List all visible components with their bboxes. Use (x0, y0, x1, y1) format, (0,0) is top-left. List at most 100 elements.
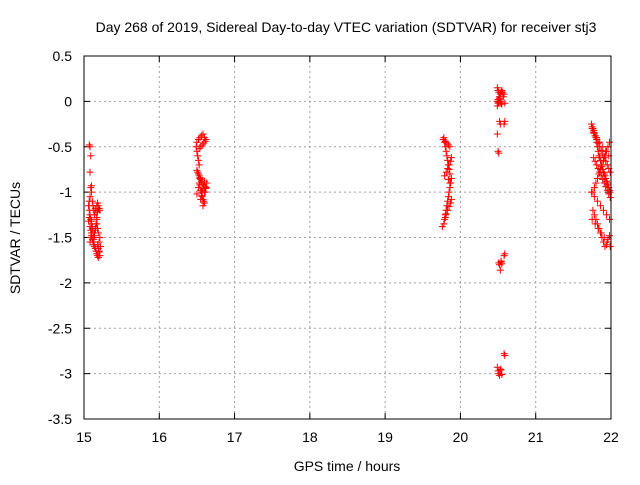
data-point (606, 168, 614, 176)
data-point (493, 130, 501, 138)
data-point (197, 195, 205, 203)
plot-frame (83, 55, 612, 420)
data-point (444, 197, 452, 205)
x-tick-label: 20 (453, 429, 469, 445)
data-point (446, 143, 454, 151)
y-tick-labels: 0.5 0 -0.5 -1 -1.5 -2 -2.5 -3 -3.5 (48, 48, 72, 427)
data-point (602, 211, 610, 219)
x-tick-label: 21 (528, 429, 544, 445)
data-point (86, 143, 94, 151)
data-point (606, 243, 614, 251)
data-point (500, 350, 508, 358)
data-point (445, 203, 453, 211)
data-point (599, 206, 607, 214)
data-point (96, 252, 104, 260)
data-point (603, 238, 611, 246)
data-point (447, 199, 455, 207)
data-point (201, 137, 209, 145)
data-point (603, 186, 611, 194)
x-tick-label: 18 (302, 429, 318, 445)
data-point (200, 197, 208, 205)
data-point (596, 165, 604, 173)
data-point (494, 147, 502, 155)
data-point (194, 170, 202, 178)
data-point (590, 184, 598, 192)
data-point (197, 143, 205, 151)
x-tick-label: 15 (76, 429, 92, 445)
data-point (194, 168, 202, 176)
y-tick-label: -3.5 (48, 411, 72, 427)
data-point (97, 243, 105, 251)
data-point (600, 234, 608, 241)
data-point (94, 253, 102, 261)
data-point (497, 366, 505, 374)
y-tick-label: -1 (60, 184, 73, 200)
data-point (195, 161, 203, 169)
data-point (596, 202, 604, 210)
data-point (592, 179, 600, 187)
data-point (199, 130, 207, 138)
data-point (600, 179, 608, 187)
axis-ticks (83, 55, 612, 420)
data-point (591, 220, 599, 228)
grid-lines (84, 56, 611, 419)
data-point (590, 129, 598, 137)
x-axis-label: GPS time / hours (294, 458, 401, 474)
data-point (498, 260, 506, 268)
data-point (197, 175, 205, 183)
data-point (199, 202, 207, 210)
data-point (496, 365, 504, 373)
data-point (441, 215, 449, 223)
data-point (200, 134, 208, 142)
data-point (595, 152, 603, 160)
data-point (88, 217, 96, 225)
data-point (447, 195, 455, 203)
data-point (87, 152, 95, 160)
data-point (590, 193, 598, 201)
x-tick-label: 22 (603, 429, 619, 445)
data-point (95, 248, 103, 256)
data-point (444, 165, 452, 173)
y-tick-label: -2 (60, 275, 73, 291)
data-point (94, 202, 102, 210)
data-point (501, 99, 509, 107)
data-point (444, 175, 452, 183)
data-point (593, 197, 601, 205)
data-point (197, 132, 205, 140)
data-point (588, 215, 596, 223)
data-point (441, 172, 449, 180)
data-point (96, 234, 104, 241)
data-point (495, 149, 503, 157)
data-point (594, 147, 602, 155)
data-point (498, 371, 506, 379)
data-point (94, 224, 102, 232)
data-point (596, 138, 604, 146)
data-point (93, 220, 101, 228)
data-point (443, 139, 451, 147)
data-point (605, 232, 613, 240)
data-point (606, 194, 614, 202)
data-point (440, 220, 448, 228)
data-point (200, 139, 208, 147)
x-tick-label: 16 (151, 429, 167, 445)
data-point (605, 138, 613, 146)
data-point (496, 266, 504, 274)
data-point (198, 179, 206, 187)
data-point (202, 184, 210, 192)
chart-title: Day 268 of 2019, Sidereal Day-to-day VTE… (96, 19, 597, 35)
data-point (193, 190, 201, 198)
data-point (443, 152, 451, 160)
data-point (194, 135, 202, 143)
y-tick-label: -1.5 (48, 230, 72, 246)
data-point (594, 224, 602, 232)
data-point (87, 184, 95, 192)
data-point (446, 179, 454, 187)
data-point (195, 172, 203, 180)
data-point (599, 143, 607, 151)
data-point (499, 93, 507, 101)
data-point (201, 183, 209, 191)
data-point (497, 258, 505, 266)
data-point (590, 154, 598, 162)
data-point (445, 188, 453, 196)
data-point (197, 177, 205, 185)
